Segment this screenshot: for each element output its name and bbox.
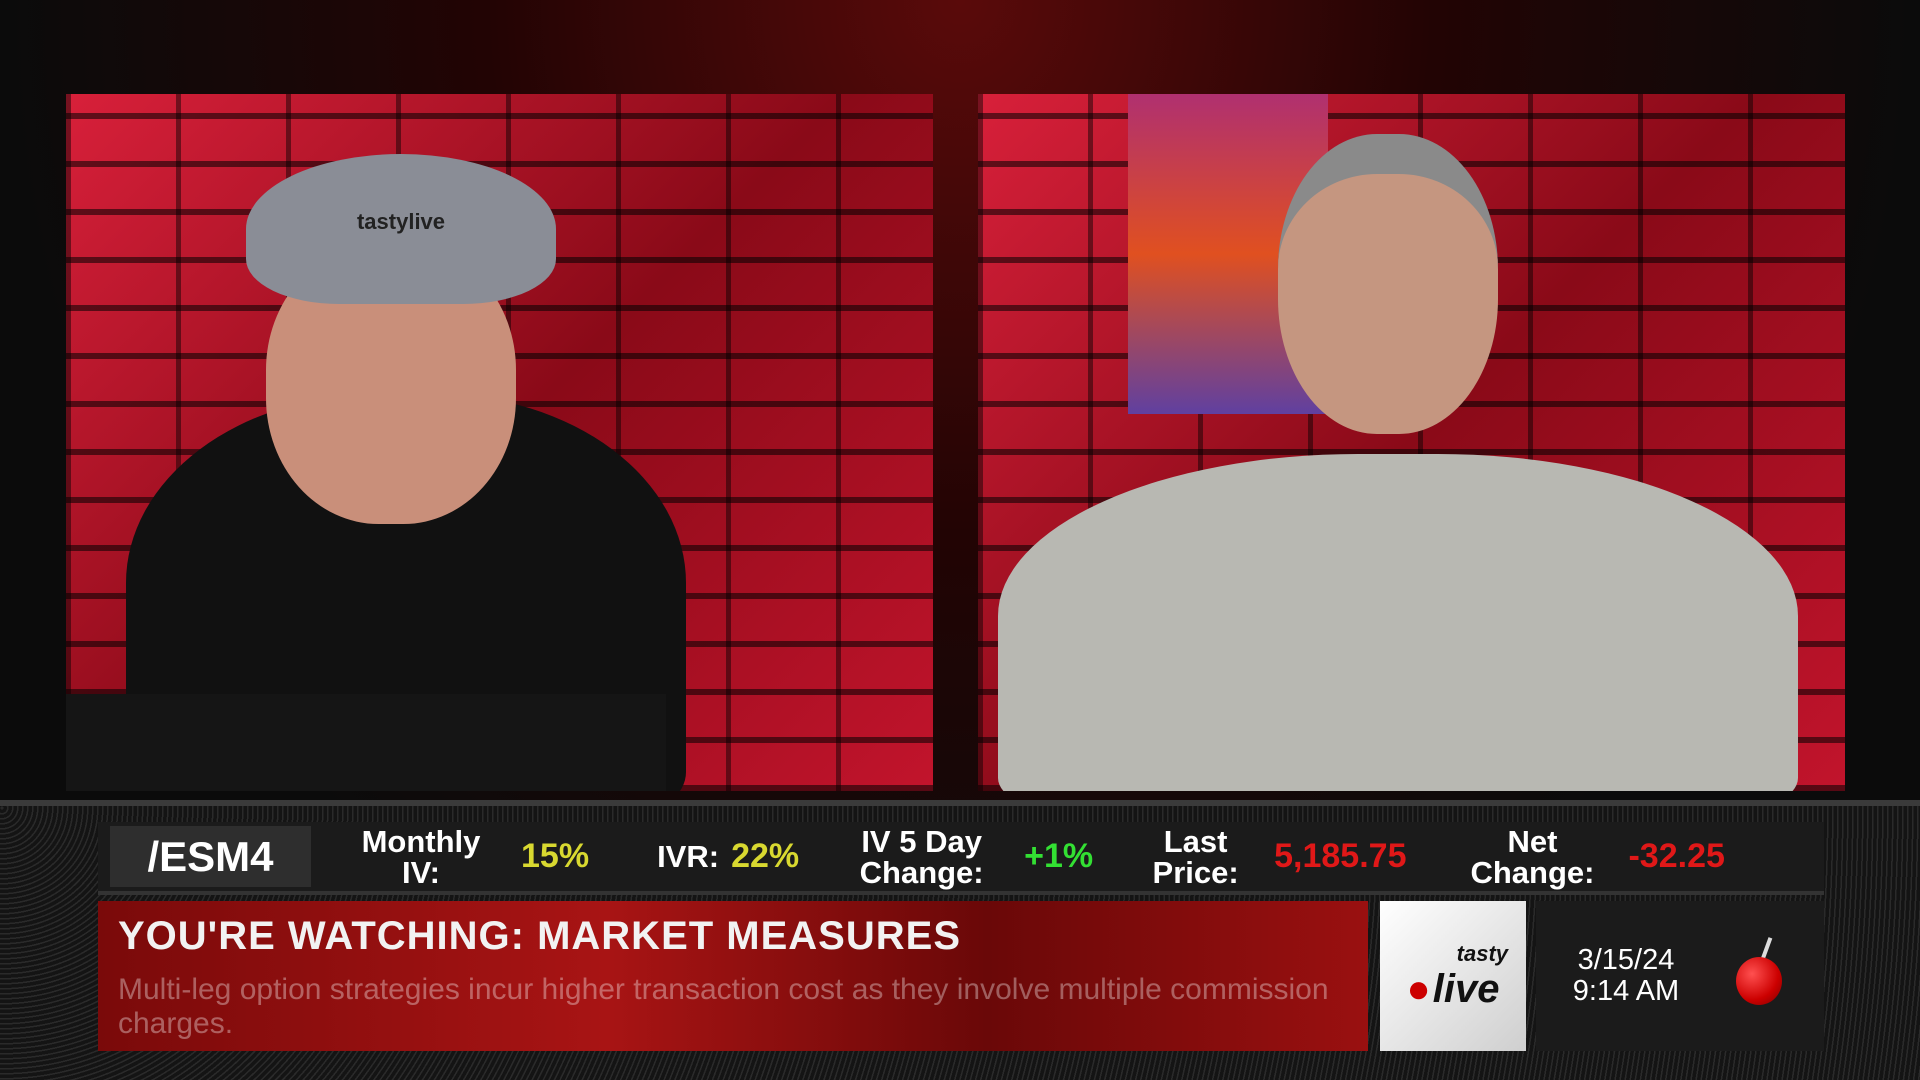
logo-dot-icon: ● <box>1406 967 1431 1011</box>
monthly-iv-label: Monthly IV: <box>361 823 481 890</box>
video-feed-right <box>978 94 1845 791</box>
net-change-label: Net Change: <box>1470 823 1595 890</box>
time: 9:14 AM <box>1572 975 1680 1007</box>
disclaimer-text: Multi-leg option strategies incur higher… <box>118 973 1329 1040</box>
now-watching-title: YOU'RE WATCHING: MARKET MEASURES <box>118 914 961 958</box>
net-change-value: -32.25 <box>1628 837 1725 875</box>
video-feed-left: tastylive <box>66 94 933 791</box>
symbol: /ESM4 <box>110 826 311 887</box>
guest-body <box>998 454 1798 791</box>
logo-text-top: tasty <box>1456 941 1508 966</box>
last-price-label: Last Price: <box>1152 823 1239 890</box>
logo-text-bottom: live <box>1432 967 1500 1011</box>
beret-hat: tastylive <box>246 154 556 304</box>
ivr-label: IVR: <box>657 839 720 874</box>
iv5-label: IV 5 Day Change: <box>859 823 984 890</box>
clock-panel: 3/15/24 9:14 AM <box>1536 901 1824 1051</box>
ticker-bar: /ESM4 Monthly IV: 15% IVR: 22% IV 5 Day Ch… <box>0 800 1920 1080</box>
guest-face <box>1278 134 1498 434</box>
show-banner: YOU'RE WATCHING: MARKET MEASURES Multi-l… <box>98 901 1368 1051</box>
cherry-icon <box>1736 957 1782 1005</box>
monthly-iv-value: 15% <box>521 837 590 875</box>
stats-row: /ESM4 Monthly IV: 15% IVR: 22% IV 5 Day Ch… <box>98 822 1824 895</box>
date: 3/15/24 <box>1577 944 1675 976</box>
monitor <box>66 694 666 791</box>
ivr-value: 22% <box>731 837 800 875</box>
last-price-value: 5,185.75 <box>1274 837 1407 875</box>
tastylive-logo: tasty ● live <box>1380 901 1526 1051</box>
iv5-value: +1% <box>1024 837 1094 875</box>
